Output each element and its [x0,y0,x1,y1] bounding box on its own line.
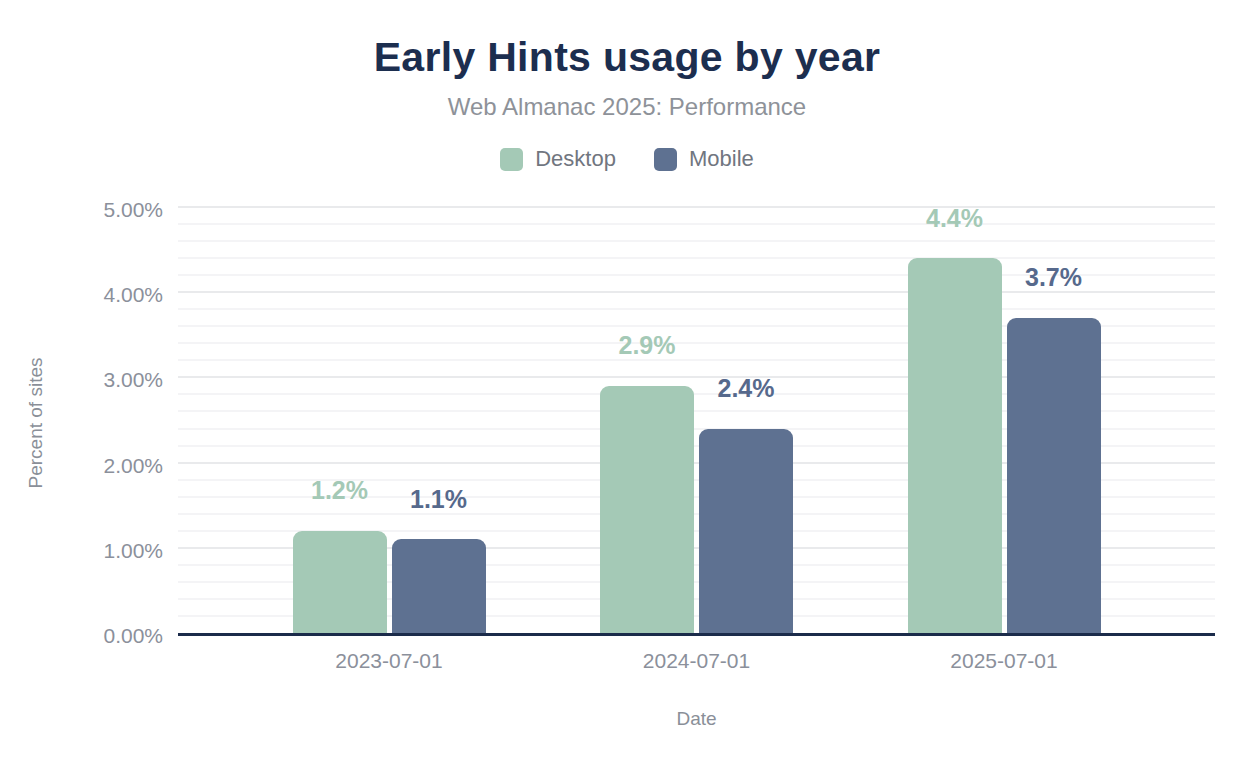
y-axis-ticks: 0.00%1.00%2.00%3.00%4.00%5.00% [0,210,163,636]
bar-wrap: 4.4% [908,205,1002,633]
bar-wrap: 1.1% [392,486,486,633]
x-axis-title: Date [178,708,1215,730]
desktop-swatch-icon [500,148,523,171]
bar-group-2023-07-01: 1.2% 1.1% [293,477,486,633]
legend-label-desktop: Desktop [535,146,616,172]
bar-wrap: 1.2% [293,477,387,633]
value-label-mobile-2025-07-01: 3.7% [1025,264,1082,292]
value-label-mobile-2024-07-01: 2.4% [718,375,775,403]
legend-item-mobile[interactable]: Mobile [654,146,754,172]
y-tick-label: 3.00% [0,369,163,391]
bar-wrap: 2.4% [699,375,793,633]
bar-mobile-2025-07-01[interactable] [1007,318,1101,633]
value-label-mobile-2023-07-01: 1.1% [410,486,467,514]
value-label-desktop-2023-07-01: 1.2% [311,477,368,505]
bar-mobile-2023-07-01[interactable] [392,539,486,633]
chart-container: Early Hints usage by year Web Almanac 20… [0,0,1254,774]
y-tick-label: 0.00% [0,625,163,647]
value-label-desktop-2025-07-01: 4.4% [926,205,983,233]
bar-desktop-2025-07-01[interactable] [908,258,1002,633]
bar-desktop-2024-07-01[interactable] [600,386,694,633]
bar-desktop-2023-07-01[interactable] [293,531,387,633]
bar-group-2025-07-01: 4.4% 3.7% [908,205,1101,633]
bar-wrap: 2.9% [600,332,694,633]
mobile-swatch-icon [654,148,677,171]
x-axis-ticks: 2023-07-01 2024-07-01 2025-07-01 [178,649,1215,673]
y-tick-label: 1.00% [0,540,163,562]
legend-item-desktop[interactable]: Desktop [500,146,616,172]
bar-group-2024-07-01: 2.9% 2.4% [600,332,793,633]
legend: Desktop Mobile [0,146,1254,172]
bar-mobile-2024-07-01[interactable] [699,429,793,633]
y-tick-label: 4.00% [0,284,163,306]
x-tick-label-2023-07-01: 2023-07-01 [293,649,486,673]
y-tick-label: 2.00% [0,455,163,477]
plot-area: 1.2%1.1%2.9%2.4%4.4%3.7% [178,210,1215,636]
y-tick-label: 5.00% [0,199,163,221]
x-tick-label-2025-07-01: 2025-07-01 [908,649,1101,673]
x-tick-label-2024-07-01: 2024-07-01 [600,649,793,673]
chart-subtitle: Web Almanac 2025: Performance [0,93,1254,121]
legend-label-mobile: Mobile [689,146,754,172]
bar-wrap: 3.7% [1007,264,1101,633]
chart-title: Early Hints usage by year [0,34,1254,81]
value-label-desktop-2024-07-01: 2.9% [619,332,676,360]
